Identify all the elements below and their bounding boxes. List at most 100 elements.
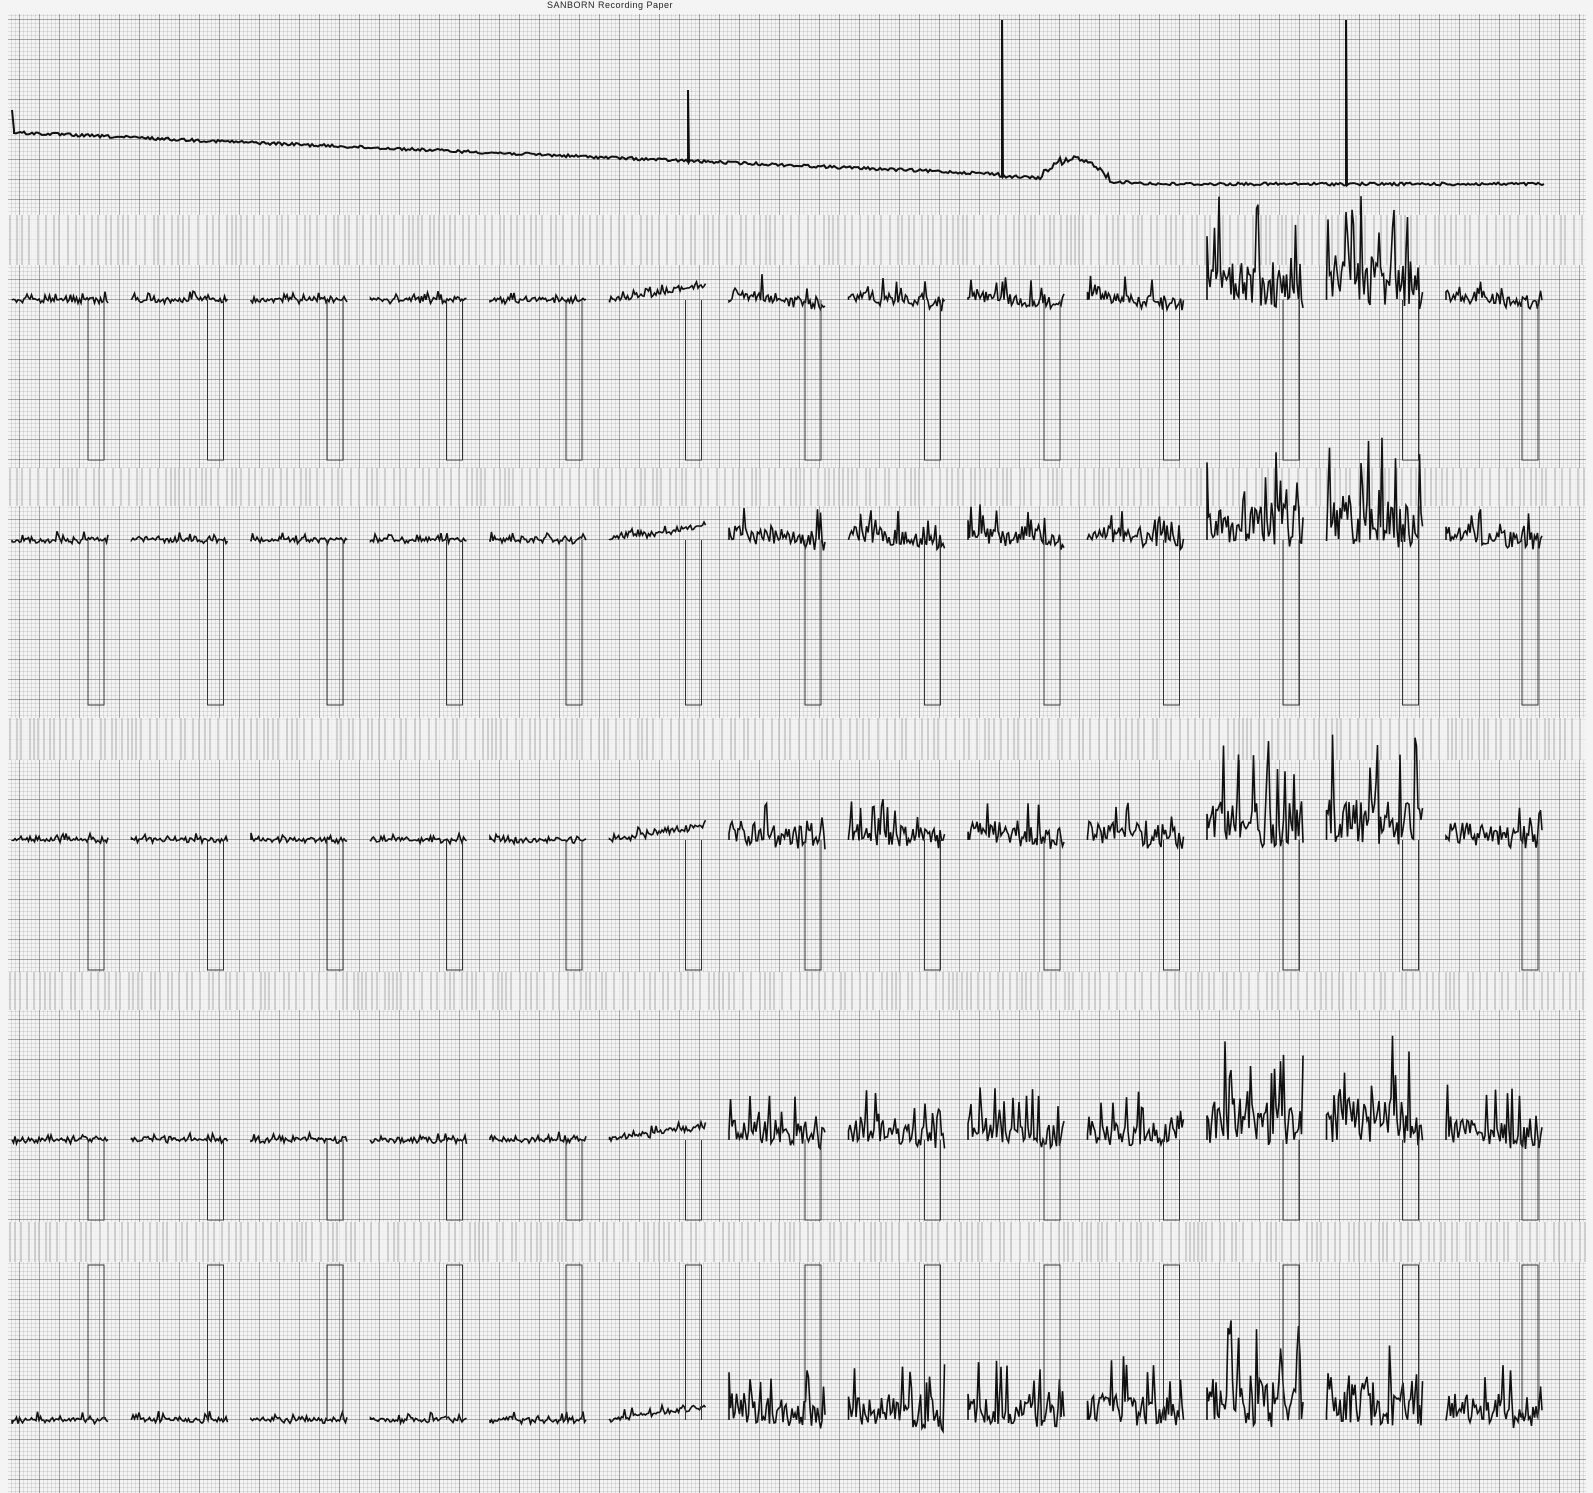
channel-trace — [489, 1131, 587, 1146]
channel-trace — [728, 1095, 826, 1151]
channel-trace — [369, 1132, 468, 1146]
channel-trace — [608, 1119, 707, 1143]
calibration-pulse — [326, 540, 344, 706]
separator-hatch — [9, 1222, 1586, 1262]
header-title: SANBORN Recording Paper — [547, 0, 673, 10]
calibration-pulse — [565, 840, 583, 971]
calibration-pulse — [1163, 840, 1180, 971]
channel-trace — [1325, 196, 1424, 310]
calibration-pulse — [207, 540, 224, 706]
channel-trace — [608, 520, 707, 541]
calibration-pulse — [685, 1264, 702, 1420]
calibration-pulse — [1521, 840, 1539, 971]
calibration-pulse — [1282, 1264, 1300, 1420]
separator-band — [8, 718, 1586, 760]
calibration-pulse — [1043, 1140, 1061, 1221]
channel-separators — [8, 215, 1586, 1262]
calibration-pulse — [87, 1140, 105, 1221]
channel-trace — [1086, 1091, 1185, 1148]
channel-trace — [608, 279, 707, 303]
calibration-pulse — [207, 840, 224, 971]
separator-hatch — [9, 718, 1581, 760]
calibration-pulse — [565, 1264, 583, 1420]
calibration-pulse — [685, 840, 702, 971]
calibration-pulse — [1163, 540, 1180, 706]
calibration-pulse — [87, 540, 105, 706]
calibration-pulse — [1282, 300, 1300, 461]
channel-trace — [250, 832, 348, 846]
channel-trace — [369, 289, 467, 306]
calibration-pulse — [1521, 540, 1539, 706]
calibration-pulse — [924, 840, 941, 971]
calibration-pulse — [1043, 540, 1061, 706]
calibration-pulse — [924, 1264, 941, 1420]
calibration-pulse — [87, 1264, 105, 1420]
channel-trace — [11, 1411, 109, 1426]
channel-trace — [1206, 452, 1304, 547]
calibration-pulse — [1282, 840, 1300, 971]
calibration-pulse — [87, 300, 105, 461]
channel-trace — [1445, 281, 1543, 311]
calibration-pulse — [924, 300, 941, 461]
channel-trace — [250, 1408, 348, 1425]
calibration-pulse — [1163, 300, 1180, 461]
channel-trace — [847, 1364, 946, 1434]
channel-trace — [608, 819, 707, 844]
channel-trace — [130, 1130, 229, 1145]
channel-trace — [1086, 275, 1185, 313]
channel-trace — [130, 1410, 229, 1425]
calibration-pulse — [446, 540, 463, 706]
calibration-pulse — [326, 1264, 344, 1420]
calibration-pulse — [326, 300, 344, 461]
calibration-pulse — [1402, 300, 1419, 461]
channel-trace — [1325, 437, 1424, 549]
calibration-pulse — [1521, 1140, 1539, 1221]
channel-trace — [847, 1090, 946, 1149]
separator-band — [8, 972, 1586, 1010]
channel-trace — [11, 531, 109, 546]
channel-trace — [11, 291, 109, 306]
calibration-pulse — [1282, 540, 1300, 706]
channel-trace — [1325, 734, 1424, 845]
calibration-pulse — [87, 840, 105, 971]
calibration-pulse — [804, 1140, 822, 1221]
calibration-pulse — [565, 300, 583, 461]
calibration-pulse — [685, 540, 702, 706]
calibration-pulse — [1163, 1264, 1180, 1420]
channel-trace — [847, 799, 946, 849]
calibration-pulse — [446, 1264, 463, 1420]
channel-trace — [1445, 807, 1543, 850]
calibration-pulse — [1163, 1140, 1180, 1221]
calibration-pulse — [326, 840, 344, 971]
calibration-pulse — [804, 1264, 822, 1420]
channel-trace — [967, 1087, 1065, 1151]
channel-trace — [130, 832, 229, 846]
channel-trace — [489, 292, 587, 306]
calibration-pulse — [207, 1140, 224, 1221]
calibration-pulse — [1282, 1140, 1300, 1221]
calibration-pulse — [804, 840, 822, 971]
channel-trace — [1445, 1084, 1543, 1150]
calibration-pulse — [804, 300, 822, 461]
calibration-pulse — [1043, 1264, 1061, 1420]
calibration-pulse — [1402, 1140, 1419, 1221]
channel-trace — [1325, 1345, 1424, 1427]
channel-trace — [1206, 1041, 1304, 1146]
calibration-pulse — [1521, 1264, 1539, 1420]
calibration-pulse — [1043, 300, 1061, 461]
channel-trace — [130, 532, 229, 546]
separator-band — [8, 215, 1586, 265]
traces — [11, 19, 1545, 1434]
calibration-pulse — [565, 1140, 583, 1221]
channel-trace — [967, 1360, 1065, 1428]
channel-trace — [250, 1130, 348, 1146]
calibration-pulse — [1402, 540, 1419, 706]
channel-trace — [369, 531, 467, 546]
calibration-pulse — [685, 1140, 702, 1221]
calibration-pulse — [326, 1140, 344, 1221]
calibration-pulse — [804, 540, 822, 706]
channel-trace — [130, 290, 229, 306]
separator-hatch — [9, 972, 1584, 1010]
calibration-pulse — [1043, 840, 1061, 971]
